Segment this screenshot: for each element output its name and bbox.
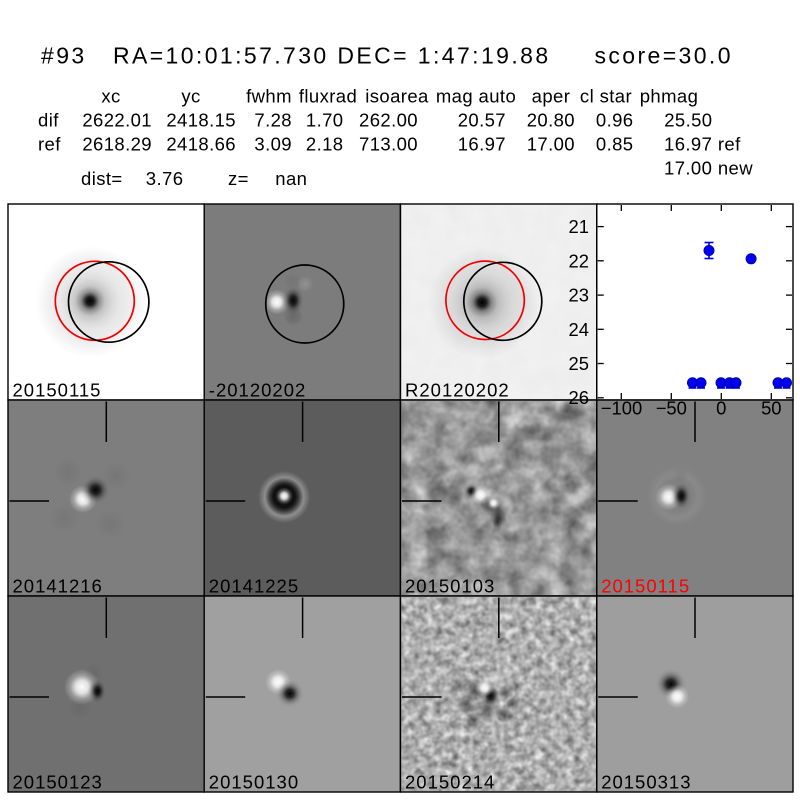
svg-text:2418.66: 2418.66 [166, 134, 236, 155]
svg-text:3.76: 3.76 [146, 168, 184, 189]
svg-text:20150313: 20150313 [601, 771, 691, 792]
svg-text:−50: −50 [656, 398, 687, 419]
svg-text:nan: nan [275, 168, 307, 189]
svg-text:20.80: 20.80 [527, 110, 575, 131]
svg-text:fwhm: fwhm [246, 86, 292, 107]
svg-text:phmag: phmag [640, 86, 699, 107]
svg-text:3.09: 3.09 [254, 134, 292, 155]
svg-text:z=: z= [228, 168, 249, 189]
svg-text:20150115: 20150115 [601, 575, 690, 596]
svg-text:mag auto: mag auto [436, 86, 516, 107]
svg-text:22: 22 [569, 250, 589, 271]
svg-text:xc: xc [101, 86, 120, 107]
svg-text:0.85: 0.85 [596, 134, 634, 155]
svg-text:yc: yc [181, 86, 200, 107]
svg-text:23: 23 [569, 285, 589, 306]
svg-text:20141225: 20141225 [209, 575, 299, 596]
svg-text:dif: dif [38, 110, 59, 131]
svg-text:21: 21 [569, 216, 589, 237]
svg-text:16.97: 16.97 [458, 134, 506, 155]
svg-text:2622.01: 2622.01 [82, 110, 152, 131]
svg-text:0.96: 0.96 [596, 110, 634, 131]
svg-text:20.57: 20.57 [458, 110, 506, 131]
svg-text:25.50: 25.50 [664, 110, 712, 131]
svg-text:fluxrad: fluxrad [299, 86, 357, 107]
svg-text:24: 24 [569, 319, 589, 340]
svg-text:20150123: 20150123 [13, 771, 103, 792]
svg-text:2.18: 2.18 [306, 134, 344, 155]
svg-text:2418.15: 2418.15 [166, 110, 236, 131]
svg-text:-20120202: -20120202 [209, 379, 306, 400]
svg-text:7.28: 7.28 [254, 110, 292, 131]
svg-text:20141216: 20141216 [13, 575, 103, 596]
svg-text:50: 50 [761, 398, 781, 419]
svg-text:25: 25 [569, 353, 589, 374]
svg-text:#93 RA=10:01:57.730 DEC= 1:4: #93 RA=10:01:57.730 DEC= 1:47:19.88 scor… [41, 43, 733, 69]
svg-text:1.70: 1.70 [306, 110, 344, 131]
svg-text:262.00: 262.00 [359, 110, 418, 131]
svg-text:20150214: 20150214 [405, 771, 495, 792]
svg-text:17.00 new: 17.00 new [664, 158, 753, 179]
svg-text:20150130: 20150130 [209, 771, 299, 792]
svg-text:17.00: 17.00 [527, 134, 575, 155]
svg-text:26: 26 [569, 387, 589, 408]
svg-text:R20120202: R20120202 [405, 379, 510, 400]
svg-text:0: 0 [716, 398, 726, 419]
svg-text:dist=: dist= [81, 168, 123, 189]
svg-text:20150115: 20150115 [13, 379, 102, 400]
svg-text:ref: ref [38, 134, 61, 155]
svg-text:16.97 ref: 16.97 ref [664, 134, 741, 155]
svg-text:aper: aper [532, 86, 571, 107]
svg-text:20150103: 20150103 [405, 575, 495, 596]
svg-text:−100: −100 [601, 398, 642, 419]
svg-text:2618.29: 2618.29 [82, 134, 152, 155]
svg-text:isoarea: isoarea [365, 86, 429, 107]
svg-text:cl star: cl star [580, 86, 632, 107]
svg-text:713.00: 713.00 [359, 134, 418, 155]
